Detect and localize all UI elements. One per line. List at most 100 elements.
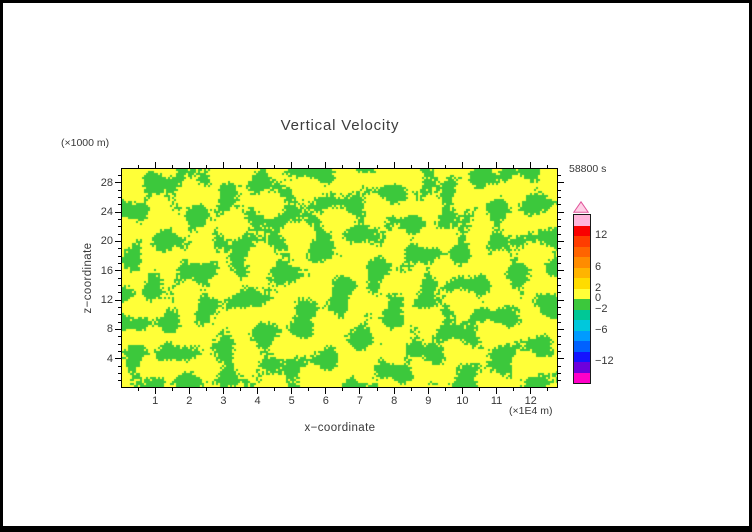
colorbar-segment [574,341,590,352]
y-minor-tick [558,306,561,308]
y-major-tick [558,182,564,184]
y-minor-tick [118,233,121,235]
y-major-tick [558,358,564,360]
y-tick-label: 12 [100,294,113,306]
y-minor-tick [558,314,561,316]
y-minor-tick [118,314,121,316]
y-minor-tick [118,262,121,264]
x-tick-label: 6 [322,395,329,407]
x-major-tick [188,162,190,168]
x-minor-tick [513,165,515,168]
y-minor-tick [558,174,561,176]
y-minor-tick [558,218,561,220]
x-tick-label: 5 [288,395,295,407]
x-major-tick [359,162,361,168]
y-minor-tick [118,365,121,367]
x-major-tick [461,388,463,394]
x-major-tick [325,162,327,168]
x-minor-tick [171,165,173,168]
colorbar-segment [574,257,590,268]
x-major-tick [461,162,463,168]
y-minor-tick [118,218,121,220]
y-tick-label: 28 [100,176,113,189]
x-minor-tick [308,388,310,391]
x-tick-label: 12 [524,395,537,407]
x-major-tick [154,388,156,394]
x-tick-label: 9 [425,395,432,407]
y-minor-tick [118,380,121,382]
y-major-tick [115,328,121,330]
colorbar-segment [574,351,590,362]
colorbar-tick-label: −6 [595,323,608,336]
y-minor-tick [558,365,561,367]
y-minor-tick [118,292,121,294]
x-major-tick [427,162,429,168]
y-minor-tick [118,196,121,198]
chart-title: Vertical Velocity [280,117,400,134]
x-major-tick [257,162,259,168]
x-axis-unit-label: (×1E4 m) [509,405,553,417]
y-minor-tick [558,233,561,235]
colorbar-segment [574,267,590,278]
x-minor-tick [171,388,173,391]
y-minor-tick [558,196,561,198]
x-major-tick [154,162,156,168]
y-minor-tick [558,350,561,352]
x-minor-tick [513,388,515,391]
y-minor-tick [118,189,121,191]
y-minor-tick [558,292,561,294]
x-tick-label: 11 [490,395,503,407]
y-minor-tick [558,284,561,286]
colorbar-tick-label: 0 [595,292,602,304]
y-minor-tick [118,204,121,206]
y-minor-tick [118,248,121,250]
colorbar-segment [574,299,590,310]
y-tick-label: 4 [106,352,113,365]
colorbar-segment [574,288,590,299]
y-major-tick [115,182,121,184]
x-minor-tick [376,388,378,391]
x-minor-tick [137,165,139,168]
colorbar-tick-label: −2 [595,302,608,315]
y-major-tick [115,240,121,242]
x-minor-tick [239,165,241,168]
y-minor-tick [558,277,561,279]
x-major-tick [222,162,224,168]
x-minor-tick [137,388,139,391]
colorbar-tick-label: −12 [595,355,614,367]
y-minor-tick [558,204,561,206]
colorbar-segment [574,215,590,226]
x-major-tick [393,388,395,394]
y-major-tick [558,299,564,301]
colorbar-segment [574,320,590,331]
y-major-tick [558,270,564,272]
x-major-tick [222,388,224,394]
y-axis-unit-label: (×1000 m) [61,137,110,149]
y-minor-tick [118,226,121,228]
y-minor-tick [118,321,121,323]
colorbar-segment [574,362,590,373]
y-minor-tick [118,350,121,352]
colorbar-segment [574,225,590,236]
x-minor-tick [410,388,412,391]
x-major-tick [188,388,190,394]
x-tick-label: 4 [254,395,261,407]
y-major-tick [115,299,121,301]
x-tick-label: 3 [220,395,227,407]
y-minor-tick [558,226,561,228]
y-major-tick [115,270,121,272]
x-major-tick [496,162,498,168]
y-minor-tick [558,380,561,382]
x-major-tick [530,162,532,168]
colorbar-tick-label: 6 [595,260,602,273]
x-minor-tick [444,388,446,391]
x-minor-tick [547,388,549,391]
y-minor-tick [118,174,121,176]
x-minor-tick [478,388,480,391]
y-major-tick [558,211,564,213]
x-minor-tick [547,165,549,168]
x-major-tick [393,162,395,168]
time-stamp-label: 58800 s [569,163,607,175]
colorbar-segment [574,372,590,383]
